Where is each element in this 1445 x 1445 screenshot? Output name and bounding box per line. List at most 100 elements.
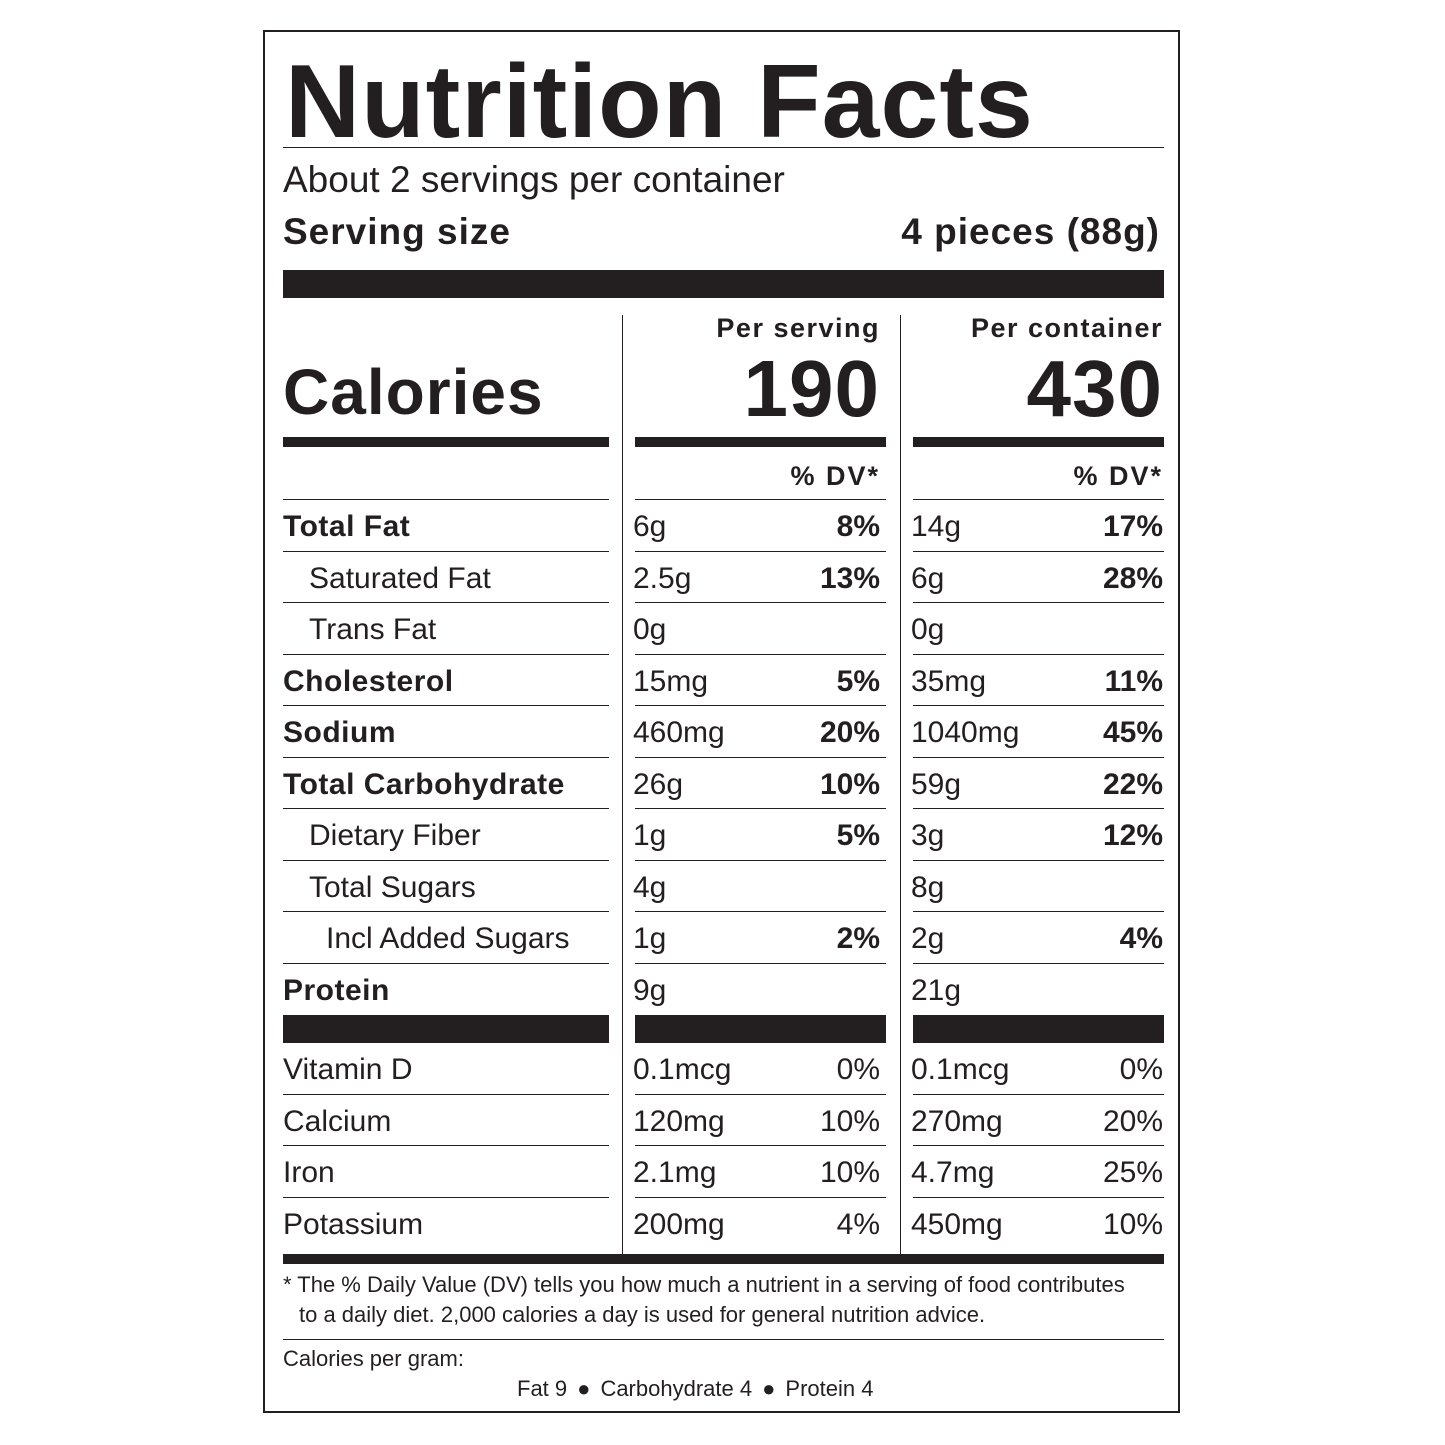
cpg-carbohydrate: Carbohydrate 4 [600,1376,753,1401]
per-serving-header: Per serving [716,313,880,343]
nutrient-name-total-carbohydrate: Total Carbohydrate [283,767,565,801]
table-row: Incl Added Sugars 1g 2% 2g 4% [265,912,1182,963]
vitamin-bar-1 [283,1015,609,1043]
row-divider [913,1093,1164,1095]
nutrient-name-sodium: Sodium [283,716,396,749]
label-title: Nutrition Facts [285,44,1034,160]
row-divider [913,705,1164,706]
row-divider [635,1093,886,1095]
footnote-line-2: to a daily diet. 2,000 calories a day is… [299,1302,986,1327]
table-row: Protein 9g 21g [265,964,1182,1015]
amount-per-container: 21g [911,973,962,1007]
vitamin-name-iron: Iron [283,1156,335,1189]
table-row: Total Fat 6g 8% 14g 17% [265,500,1182,551]
row-divider [913,756,1164,758]
calories-per-gram-values: Fat 9 ● Carbohydrate 4 ● Protein 4 [517,1374,873,1404]
amount-per-serving: 0.1mcg [633,1053,732,1086]
table-row: Trans Fat 0g 0g [265,603,1182,654]
row-divider [913,602,1164,603]
table-row: Dietary Fiber 1g 5% 3g 12% [265,809,1182,860]
thick-divider-bottom [283,1254,1164,1264]
bullet-icon: ● [762,1376,776,1401]
row-divider [635,808,886,809]
row-divider [283,808,609,809]
row-divider [635,859,886,861]
nutrient-name-protein: Protein [283,973,390,1007]
dv-per-serving [635,861,880,912]
dv-per-container [913,603,1163,654]
amount-per-container: 6g [911,561,945,595]
title-divider [283,147,1164,148]
row-divider [283,499,609,500]
row-divider [913,1196,1164,1198]
dv-per-serving: 10% [819,1104,880,1138]
row-divider [635,911,886,912]
amount-per-container: 8g [911,870,945,904]
nutrient-name-saturated-fat: Saturated Fat [309,561,491,595]
row-divider [635,602,886,603]
amount-per-serving: 9g [633,973,667,1007]
amount-per-serving: 26g [633,767,684,801]
daily-value-footnote: * The % Daily Value (DV) tells you how m… [283,1270,1173,1330]
amount-per-container: 0.1mcg [911,1053,1010,1086]
dv-per-serving: 5% [836,664,880,698]
row-divider [283,1196,609,1198]
row-divider [635,550,886,552]
dv-per-container: 28% [1102,561,1163,595]
vitamin-name-calcium: Calcium [283,1104,392,1138]
row-divider [913,911,1164,912]
bullet-icon: ● [577,1376,591,1401]
calories-divider-3 [913,437,1164,447]
amount-per-container: 4.7mg [911,1156,995,1189]
calories-divider-1 [283,437,609,447]
nutrient-name-dietary-fiber: Dietary Fiber [309,819,481,852]
amount-per-container: 270mg [911,1104,1003,1138]
amount-per-serving: 6g [633,510,667,543]
vitamin-bar-3 [913,1015,1164,1043]
row-divider [635,1145,886,1146]
vitamin-name-vitamin-d: Vitamin D [283,1053,413,1086]
amount-per-serving: 2.5g [633,561,692,595]
table-row: Cholesterol 15mg 5% 35mg 11% [265,655,1182,706]
dv-per-serving [635,603,880,654]
row-divider [283,962,609,964]
row-divider [913,1145,1164,1146]
amount-per-container: 3g [911,819,945,852]
dv-per-container: 12% [1102,819,1163,852]
dv-per-serving: 0% [836,1053,880,1086]
row-divider [283,653,609,655]
amount-per-container: 0g [911,613,945,646]
dv-per-serving: 13% [819,561,880,595]
table-row: Calcium 120mg 10% 270mg 20% [265,1095,1182,1146]
amount-per-container: 450mg [911,1207,1003,1241]
dv-per-serving: 10% [819,1156,880,1189]
dv-per-serving: 4% [836,1207,880,1241]
dv-per-container: 22% [1102,767,1163,801]
row-divider [283,602,609,603]
table-row: Sodium 460mg 20% 1040mg 45% [265,706,1182,757]
dv-per-container: 10% [1102,1207,1163,1241]
nutrient-name-total-sugars: Total Sugars [309,870,476,904]
nutrient-name-total-fat: Total Fat [283,510,411,543]
dv-per-serving: 2% [836,922,880,955]
footnote-divider [283,1339,1164,1340]
row-divider [635,653,886,655]
row-divider [635,499,886,500]
vitamin-name-potassium: Potassium [283,1207,424,1241]
amount-per-serving: 2.1mg [633,1156,717,1189]
row-divider [283,705,609,706]
amount-per-container: 14g [911,510,962,543]
row-divider [283,859,609,861]
per-container-header: Per container [970,313,1163,343]
vitamin-bar-2 [635,1015,886,1043]
nutrient-name-incl-added-sugars: Incl Added Sugars [326,922,570,955]
dv-per-serving [635,964,880,1015]
serving-size-value: 4 pieces (88g) [901,211,1160,252]
nutrient-name-trans-fat: Trans Fat [309,613,437,646]
cpg-fat: Fat 9 [517,1376,568,1401]
nutrition-facts-label: Nutrition Facts About 2 servings per con… [263,30,1180,1413]
row-divider [635,705,886,706]
table-row: Potassium 200mg 4% 450mg 10% [265,1198,1182,1249]
dv-header-container: % DV* [1073,461,1163,491]
amount-per-serving: 15mg [633,664,709,698]
